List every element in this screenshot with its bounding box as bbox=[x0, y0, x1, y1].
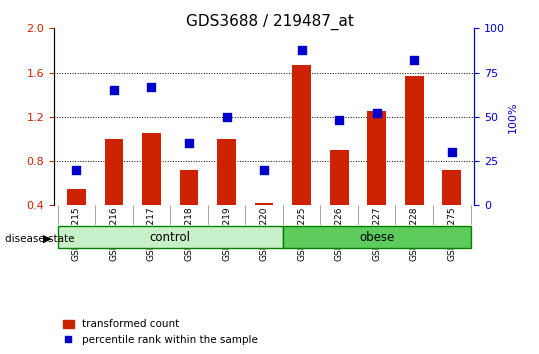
Text: GDS3688 / 219487_at: GDS3688 / 219487_at bbox=[185, 14, 354, 30]
Bar bbox=[330, 150, 349, 250]
Bar bbox=[67, 189, 86, 250]
Point bbox=[260, 167, 268, 173]
Point bbox=[185, 141, 194, 146]
Bar bbox=[255, 203, 273, 250]
Text: ▶: ▶ bbox=[43, 234, 51, 244]
Text: disease state: disease state bbox=[5, 234, 75, 244]
Point bbox=[335, 118, 343, 123]
Bar bbox=[105, 139, 123, 250]
Point bbox=[298, 47, 306, 52]
Y-axis label: 100%: 100% bbox=[508, 101, 518, 133]
Point bbox=[147, 84, 156, 90]
Point bbox=[222, 114, 231, 120]
Point bbox=[372, 110, 381, 116]
Bar bbox=[368, 111, 386, 250]
Point bbox=[410, 57, 419, 63]
Text: control: control bbox=[150, 231, 191, 244]
Text: obese: obese bbox=[359, 231, 395, 244]
Point bbox=[72, 167, 81, 173]
Point bbox=[447, 149, 456, 155]
Bar bbox=[142, 133, 161, 250]
FancyBboxPatch shape bbox=[283, 226, 471, 249]
FancyBboxPatch shape bbox=[58, 226, 283, 249]
Bar bbox=[405, 76, 424, 250]
Bar bbox=[292, 65, 311, 250]
Bar bbox=[179, 170, 198, 250]
Legend: transformed count, percentile rank within the sample: transformed count, percentile rank withi… bbox=[59, 315, 262, 349]
Point bbox=[109, 87, 118, 93]
Bar bbox=[443, 170, 461, 250]
Bar bbox=[217, 139, 236, 250]
